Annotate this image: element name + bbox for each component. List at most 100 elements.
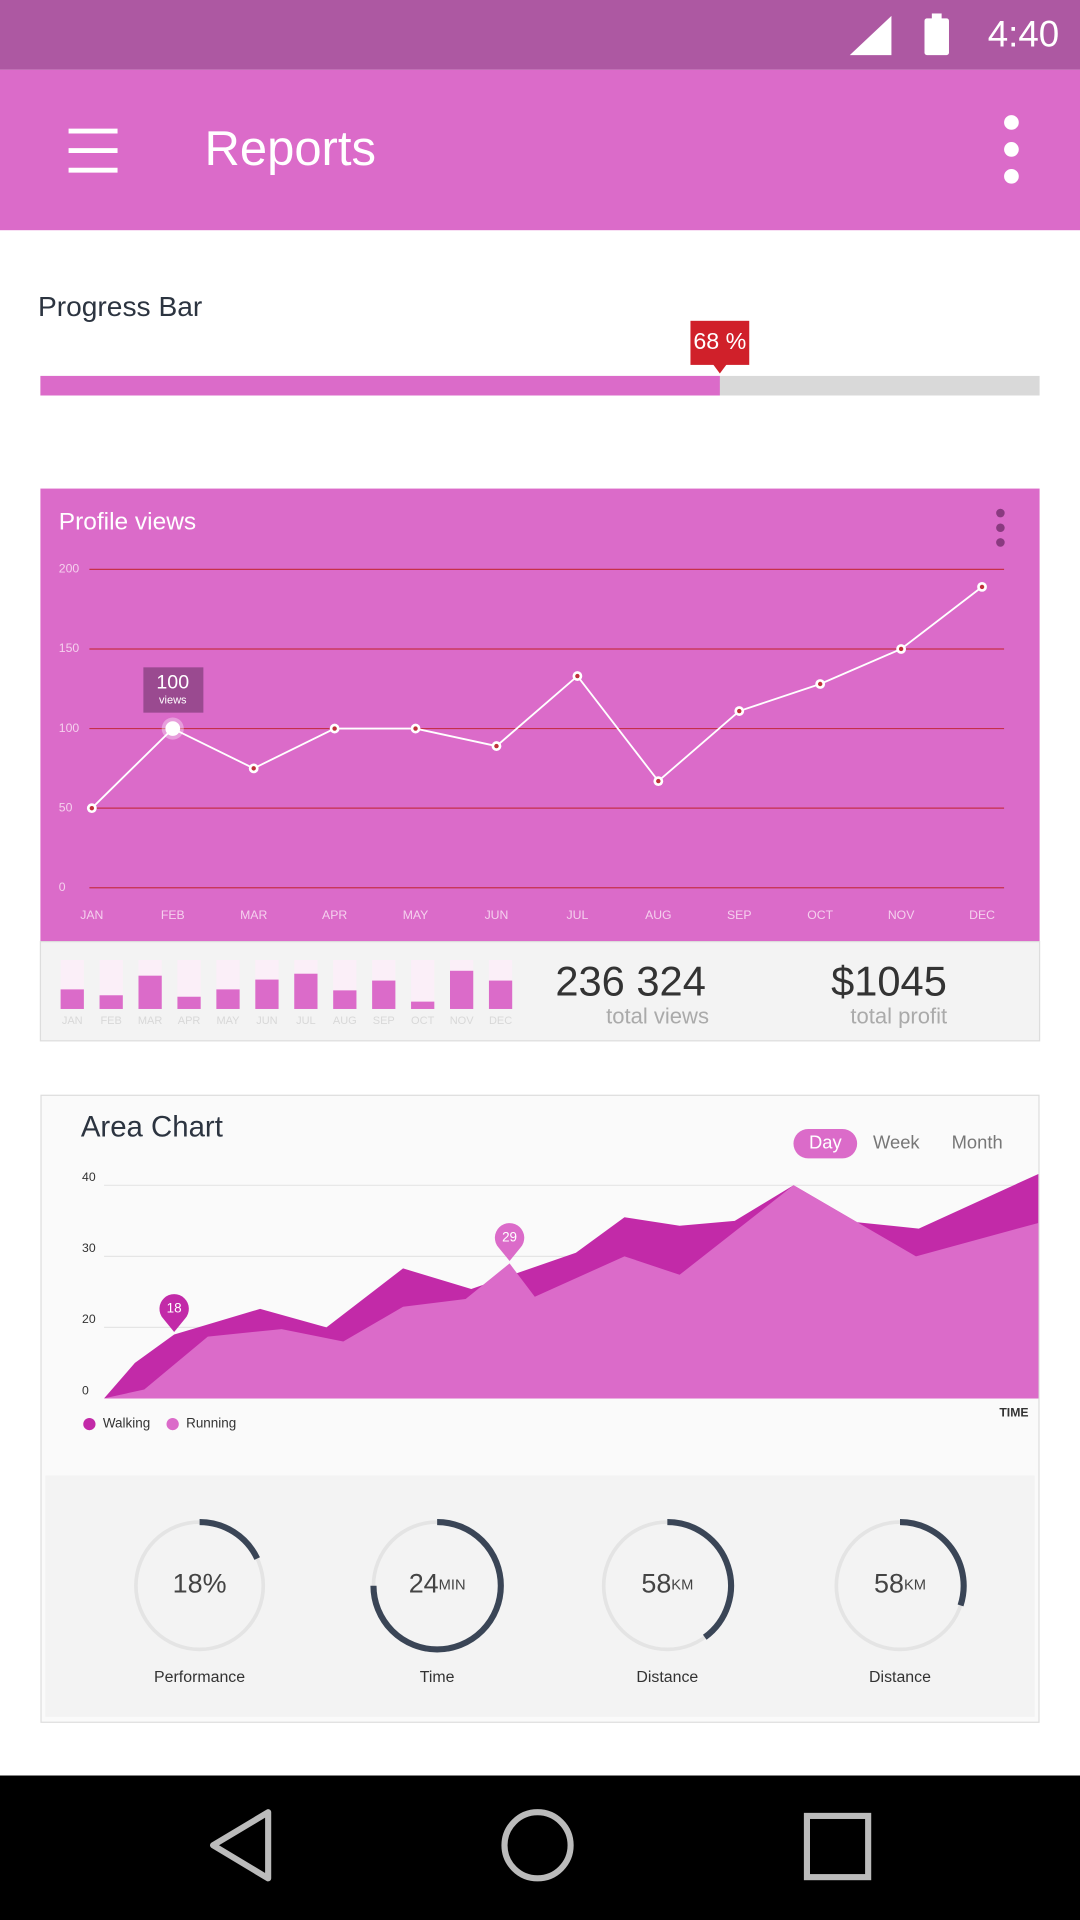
active-tab[interactable]: Day	[809, 1132, 842, 1153]
y-tick-label: 200	[59, 562, 80, 576]
pin	[494, 1223, 525, 1261]
gauge-arc	[899, 1518, 967, 1607]
bar-label: MAR	[138, 1015, 163, 1027]
bar	[411, 1001, 435, 1009]
y-tick-label: 0	[82, 1383, 89, 1397]
point-dot	[979, 584, 985, 590]
gauge-arc	[667, 1518, 735, 1640]
point-dot	[332, 726, 337, 731]
progress-title: Progress Bar	[38, 291, 202, 322]
x-tick-label: MAR	[240, 908, 267, 922]
app-bar	[0, 69, 1080, 231]
x-tick-label: OCT	[807, 908, 833, 922]
nav-bar	[0, 1775, 1080, 1920]
bar	[255, 979, 279, 1009]
x-tick-label: JAN	[80, 908, 103, 922]
bar	[488, 980, 513, 1009]
point-dot	[737, 708, 742, 714]
gauge-label: Distance	[869, 1669, 931, 1686]
bar-label: JAN	[62, 1015, 83, 1027]
x-tick-label: JUN	[485, 908, 509, 922]
views-line	[91, 586, 983, 809]
summary-label: total views	[606, 1003, 709, 1028]
badge-pointer	[712, 363, 728, 374]
summary-value: 236 324	[555, 957, 705, 1004]
gauge-number: 58	[641, 1569, 671, 1599]
point-dot	[251, 766, 256, 771]
area-title: Area Chart	[81, 1111, 223, 1144]
back-button[interactable]	[210, 1809, 272, 1882]
profile-card	[40, 488, 1040, 942]
bar-label: MAY	[216, 1015, 240, 1027]
bar	[216, 989, 240, 1009]
bar-label: DEC	[489, 1015, 512, 1027]
progress-badge	[690, 320, 750, 365]
bar-label: AUG	[333, 1015, 357, 1027]
bar-label: FEB	[100, 1015, 121, 1027]
overflow-menu[interactable]	[1004, 115, 1019, 184]
profile-title: Profile views	[59, 508, 196, 535]
gauge-label: Distance	[636, 1669, 698, 1686]
bar-label: SEP	[373, 1015, 395, 1027]
summary-strip	[39, 941, 1041, 1042]
gauge-unit: KM	[904, 1578, 926, 1594]
x-tick-label: APR	[322, 908, 347, 922]
battery-icon	[924, 18, 949, 56]
bar-label: OCT	[411, 1015, 435, 1027]
legend-label: Walking	[103, 1416, 150, 1431]
active-tab-pill	[793, 1128, 858, 1159]
legend-swatch	[83, 1417, 96, 1431]
gauge-unit: %	[203, 1569, 227, 1599]
y-tick-label: 50	[59, 800, 73, 814]
gauge-panel	[45, 1475, 1035, 1717]
bar	[372, 980, 396, 1009]
bar	[60, 989, 84, 1009]
bar	[138, 975, 162, 1009]
recents-button[interactable]	[803, 1812, 872, 1881]
legend-swatch	[166, 1417, 179, 1431]
summary-label: total profit	[850, 1003, 947, 1028]
y-tick-label: 0	[59, 880, 66, 894]
point-dot	[494, 743, 499, 749]
point-dot	[817, 681, 823, 687]
home-button[interactable]	[501, 1809, 574, 1882]
x-tick-label: DEC	[969, 908, 995, 922]
tooltip-unit: views	[159, 694, 187, 706]
tooltip	[143, 667, 204, 713]
x-tick-label: FEB	[161, 908, 185, 922]
clock: 4:40	[988, 13, 1059, 54]
tab[interactable]: Month	[952, 1132, 1003, 1153]
bar	[294, 973, 318, 1009]
gauge-unit: KM	[671, 1578, 693, 1594]
x-tick-label: MAY	[403, 908, 429, 922]
y-tick-label: 20	[82, 1312, 96, 1326]
tab[interactable]: Week	[873, 1132, 920, 1153]
pin-label: 29	[502, 1229, 517, 1244]
point-dot	[898, 646, 904, 652]
summary-value: $1045	[831, 957, 947, 1004]
pin	[159, 1294, 189, 1332]
x-tick-label: SEP	[727, 908, 751, 922]
x-tick-label: AUG	[645, 908, 672, 922]
bar-label: JUL	[296, 1015, 316, 1027]
point-dot	[89, 805, 95, 811]
gauge-value: 24MIN	[409, 1569, 466, 1599]
y-tick-label: 150	[59, 641, 80, 655]
gauge-unit: MIN	[439, 1578, 466, 1594]
y-tick-label: 100	[59, 721, 80, 735]
card-menu[interactable]	[996, 508, 1005, 547]
gauge-value: 58KM	[874, 1569, 926, 1599]
gauge-number: 24	[409, 1569, 439, 1599]
y-tick-label: 40	[82, 1170, 96, 1184]
point-dot	[413, 726, 418, 731]
gauge-value: 18%	[173, 1569, 227, 1599]
progress-label: 68 %	[693, 328, 746, 354]
point-dot	[656, 778, 661, 784]
gauge-label: Time	[420, 1669, 455, 1686]
x-tick-label: JUL	[567, 908, 589, 922]
menu-button[interactable]	[68, 128, 118, 173]
gauge-value: 58KM	[641, 1569, 693, 1599]
y-tick-label: 30	[82, 1241, 96, 1255]
x-tick-label: NOV	[888, 908, 915, 922]
point-dot	[575, 673, 580, 679]
